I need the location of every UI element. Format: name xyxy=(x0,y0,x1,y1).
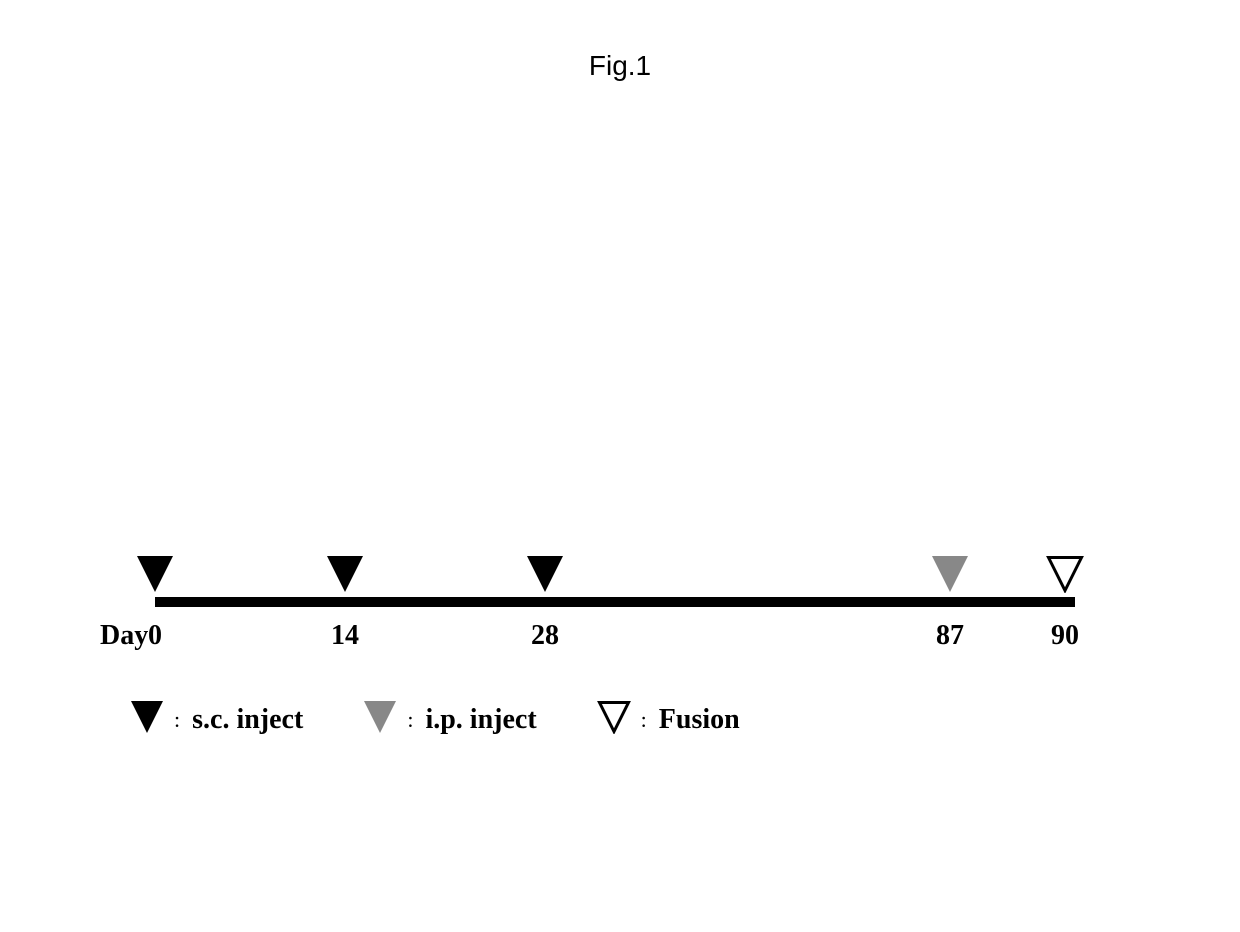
legend-marker-icon xyxy=(597,700,631,739)
legend-marker-icon xyxy=(363,700,397,739)
timeline-marker-sc xyxy=(526,555,564,593)
timeline-day-label: 14 xyxy=(320,620,370,652)
legend-item-fusion: : Fusion xyxy=(597,700,740,739)
legend-colon: : xyxy=(641,707,647,733)
timeline-marker-ip xyxy=(931,555,969,593)
legend-item-ip: : i.p. inject xyxy=(363,700,536,739)
legend-colon: : xyxy=(407,707,413,733)
timeline-axis xyxy=(155,597,1075,607)
timeline-day-label: 0 xyxy=(130,620,180,652)
legend: : s.c. inject : i.p. inject : Fusion xyxy=(130,700,740,739)
timeline-marker-fusion xyxy=(1046,555,1084,593)
legend-label: i.p. inject xyxy=(425,704,536,736)
legend-item-sc: : s.c. inject xyxy=(130,700,303,739)
legend-label: s.c. inject xyxy=(192,704,303,736)
legend-colon: : xyxy=(174,707,180,733)
timeline-day-label: 28 xyxy=(520,620,570,652)
timeline-day-label: 87 xyxy=(925,620,975,652)
timeline-marker-sc xyxy=(136,555,174,593)
legend-marker-icon xyxy=(130,700,164,739)
timeline-marker-sc xyxy=(326,555,364,593)
timeline-day-label: 90 xyxy=(1040,620,1090,652)
figure-title: Fig.1 xyxy=(589,50,651,82)
legend-label: Fusion xyxy=(659,704,740,736)
